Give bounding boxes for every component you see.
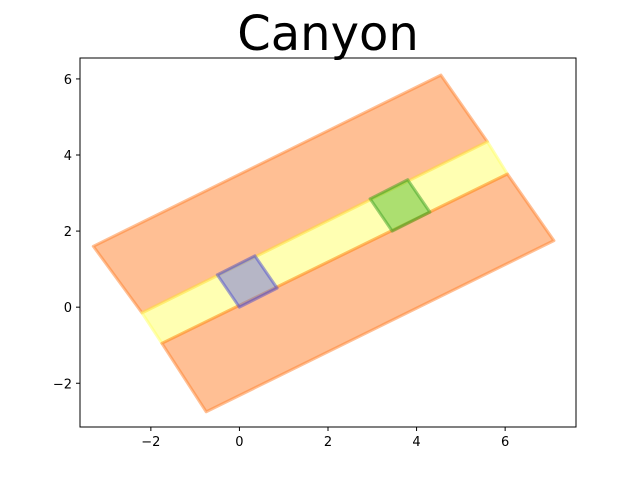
x-axis: −2 0 2 4 6 — [141, 427, 509, 450]
y-tick-label: −2 — [53, 377, 72, 392]
y-tick-label: 4 — [64, 149, 72, 164]
y-tick-label: 2 — [64, 225, 72, 240]
y-tick-label: 6 — [64, 73, 72, 88]
chart-shapes — [91, 73, 556, 414]
x-tick-label: −2 — [141, 435, 160, 450]
y-axis: −2 0 2 4 6 — [53, 73, 80, 392]
shape-blue-square — [215, 254, 279, 309]
chart-title: Canyon — [237, 6, 419, 62]
x-tick-label: 2 — [324, 435, 332, 450]
x-tick-label: 0 — [235, 435, 243, 450]
x-tick-label: 4 — [412, 435, 420, 450]
shape-green-square — [368, 178, 432, 233]
x-tick-label: 6 — [501, 435, 509, 450]
y-tick-label: 0 — [64, 301, 72, 316]
